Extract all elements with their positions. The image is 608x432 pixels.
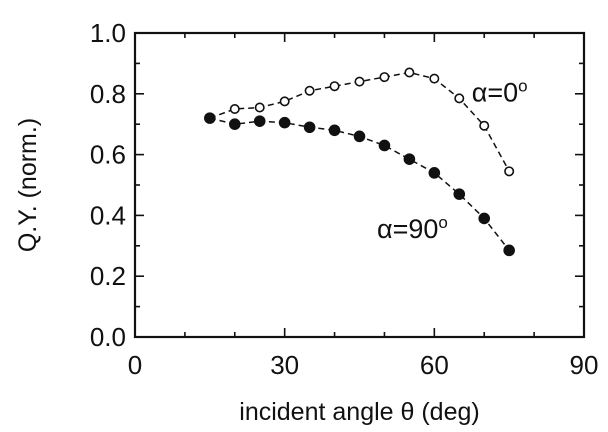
data-point [353, 130, 366, 143]
data-point [204, 112, 216, 124]
data-point [503, 244, 515, 257]
data-point [278, 116, 291, 129]
series-label-alpha-90: α=90o [377, 213, 448, 244]
data-point [428, 167, 441, 179]
data-point [429, 73, 440, 84]
data-point [304, 85, 315, 96]
data-point [279, 96, 290, 107]
data-point [303, 121, 316, 134]
axis-labels: 0 30 60 90 0.0 0.2 0.4 0.6 0.8 1.0 [90, 18, 599, 380]
data-point [379, 72, 390, 83]
data-point [454, 93, 465, 104]
x-axis-title: incident angle θ (deg) [239, 398, 479, 426]
data-point [478, 212, 491, 225]
y-tick-label: 0.0 [90, 322, 126, 352]
data-point [378, 139, 391, 152]
data-point [329, 81, 340, 92]
series-label-alpha-90-superscript: o [438, 213, 447, 232]
y-axis-title: Q.Y. (norm.) [14, 118, 42, 252]
data-point [254, 102, 265, 113]
x-tick-label: 90 [570, 350, 599, 380]
x-tick-label: 60 [420, 350, 449, 380]
y-tick-label: 0.4 [90, 200, 126, 230]
data-point [354, 76, 365, 87]
data-point [253, 115, 266, 127]
y-tick-label: 1.0 [90, 18, 126, 48]
data-point [453, 188, 466, 200]
series-label-alpha-90-main: α=90 [377, 214, 438, 244]
data-point [228, 118, 241, 130]
y-tick-label: 0.8 [90, 79, 126, 109]
x-tick-label: 0 [128, 350, 142, 380]
y-tick-label: 0.6 [90, 140, 126, 170]
plot-frame [133, 31, 586, 339]
data-point [479, 120, 490, 131]
series-label-alpha-0: α=0o [472, 76, 528, 107]
data-point [328, 124, 341, 137]
y-tick-label: 0.2 [90, 261, 126, 291]
data-point [504, 166, 515, 177]
series-label-alpha-0-main: α=0 [472, 77, 518, 107]
data-point [404, 67, 415, 78]
series-label-alpha-0-superscript: o [518, 76, 527, 95]
data-point [403, 153, 416, 165]
series-layer [204, 67, 515, 257]
x-tick-label: 30 [270, 350, 299, 380]
data-point [229, 104, 240, 115]
